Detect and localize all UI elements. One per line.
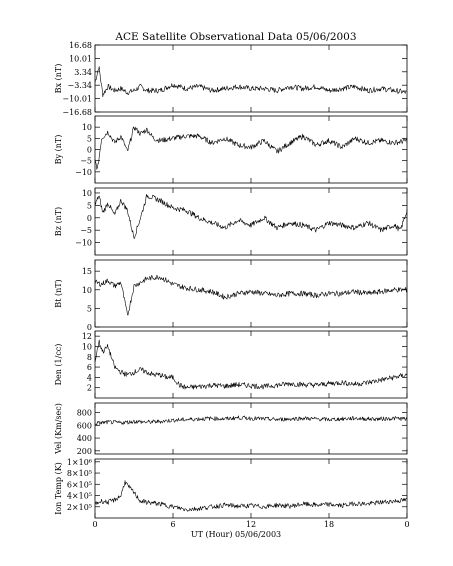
series-line-by — [94, 126, 408, 170]
ytick-label-vel-1: 600 — [77, 421, 92, 430]
series-line-iontemp — [94, 480, 408, 512]
panel-frame-bz — [94, 187, 408, 256]
ytick-label-bz-4: −10 — [75, 239, 92, 248]
ytick-label-vel-2: 400 — [77, 434, 92, 443]
panel-frame-bt — [94, 259, 408, 328]
series-line-den — [94, 339, 408, 390]
ylabel-iontemp: Ion Temp (K) — [54, 462, 63, 515]
ytick-label-bt-3: 0 — [87, 323, 92, 332]
ytick-label-bz-0: 10 — [82, 189, 92, 198]
ytick-label-bt-0: 15 — [82, 267, 92, 276]
ytick-label-den-0: 12 — [82, 332, 92, 341]
ytick-label-iontemp-2: 6×10⁵ — [67, 480, 92, 489]
ytick-label-vel-3: 200 — [77, 447, 92, 456]
ylabel-by: By (nT) — [54, 135, 63, 165]
ytick-label-bx-0: 16.68 — [69, 41, 92, 50]
ylabel-bx: Bx (nT) — [54, 64, 63, 94]
panel-frame-by — [94, 115, 408, 184]
ytick-label-bz-3: −5 — [80, 226, 92, 235]
series-line-bx — [94, 66, 408, 98]
panel-frame-iontemp — [94, 458, 408, 519]
ytick-label-iontemp-4: 2×10⁵ — [67, 503, 92, 512]
panel-frame-bx — [94, 44, 408, 113]
ylabel-bt: Bt (nT) — [54, 279, 63, 307]
ytick-label-bx-2: 3.34 — [74, 68, 92, 77]
panel-frame-den — [94, 330, 408, 399]
panel-frame-vel — [94, 402, 408, 455]
ytick-label-bx-1: 10.01 — [69, 54, 92, 63]
panels-group: 16.68 10.01 3.34 −3.34 −10.01 −16.68 Bx (nT) 10… — [54, 41, 410, 529]
ytick-label-iontemp-3: 4×10⁵ — [67, 492, 92, 501]
ytick-label-bx-4: −10.01 — [62, 95, 92, 104]
series-line-bz — [94, 194, 408, 239]
ytick-label-bt-1: 10 — [82, 286, 92, 295]
ytick-label-den-1: 10 — [82, 342, 92, 351]
ytick-label-bz-1: 5 — [87, 201, 92, 210]
ytick-label-by-3: −5 — [80, 157, 92, 166]
ylabel-den: Den (1/cc) — [54, 344, 63, 386]
ytick-label-den-5: 2 — [87, 384, 92, 393]
chart-title: ACE Satellite Observational Data 05/06/2… — [114, 31, 356, 43]
ytick-label-by-2: 0 — [87, 146, 92, 155]
ytick-label-bz-2: 0 — [87, 214, 92, 223]
series-line-vel — [94, 415, 408, 426]
ytick-label-vel-0: 800 — [77, 409, 92, 418]
xtick-label-4: 0 — [404, 520, 409, 529]
ytick-label-by-1: 5 — [87, 134, 92, 143]
ytick-label-by-4: −10 — [75, 168, 92, 177]
ytick-label-bt-2: 5 — [87, 304, 92, 313]
xtick-label-2: 12 — [246, 520, 256, 529]
ytick-label-by-0: 10 — [82, 123, 92, 132]
ytick-label-iontemp-1: 8×10⁵ — [67, 469, 92, 478]
ytick-label-bx-5: −16.68 — [62, 108, 92, 117]
xtick-label-3: 18 — [324, 520, 334, 529]
ytick-label-bx-3: −3.34 — [67, 81, 92, 90]
ylabel-bz: Bz (nT) — [54, 207, 63, 236]
xtick-label-0: 0 — [92, 520, 97, 529]
ytick-label-den-3: 6 — [87, 363, 92, 372]
ytick-label-iontemp-0: 1×10⁶ — [67, 458, 92, 467]
xtick-label-1: 6 — [170, 520, 175, 529]
ylabel-vel: Vel (Km/sec) — [54, 403, 63, 455]
x-axis-label: UT (Hour) 05/06/2003 — [191, 530, 281, 539]
ytick-label-den-4: 4 — [87, 373, 92, 382]
series-line-bt — [94, 275, 408, 316]
ytick-label-den-2: 8 — [87, 353, 92, 362]
